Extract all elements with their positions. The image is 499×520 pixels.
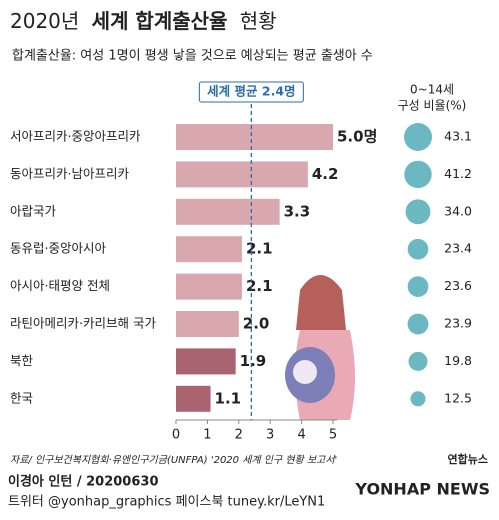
share-bubble (407, 238, 429, 260)
bar (176, 348, 236, 375)
chart-title: 2020년 세계 합계출산율 현황 (10, 9, 277, 33)
share-header: 0~14세 (410, 83, 454, 97)
illustration (285, 275, 355, 420)
share-label: 43.1 (444, 129, 472, 144)
category-label: 동유럽·중앙아시아 (10, 241, 106, 256)
category-label: 북한 (10, 353, 34, 368)
share-label: 19.8 (444, 353, 472, 368)
logo: 연합뉴스 (448, 452, 488, 466)
subtitle: 합계출산율: 여성 1명이 평생 낳을 것으로 예상되는 평균 출생아 수 (12, 49, 373, 64)
average-label: 세계 평균 2.4명 (207, 84, 295, 99)
bar-value-label: 1.9 (240, 352, 267, 370)
bar (176, 198, 280, 225)
category-label: 동아프리카·남아프리카 (10, 166, 129, 181)
share-header: 구성 비율(%) (398, 99, 467, 113)
share-bubble (404, 160, 432, 189)
share-bubble (408, 351, 428, 371)
category-label: 아랍국가 (10, 203, 57, 218)
category-label: 라틴아메리카·카리브해 국가 (10, 316, 156, 331)
category-label: 한국 (10, 390, 33, 405)
share-bubble (404, 123, 432, 151)
bar (176, 311, 239, 337)
share-label: 12.5 (444, 390, 472, 405)
x-tick-label: 1 (203, 428, 211, 443)
share-label: 23.6 (444, 278, 472, 293)
bar (176, 161, 308, 188)
watermark: YONHAP NEWS (354, 480, 490, 499)
title-part: 2020년 (10, 9, 79, 33)
category-label: 아시아·태평양 전체 (10, 278, 110, 293)
share-bubble (407, 313, 429, 335)
bar-value-label: 2.0 (243, 315, 270, 333)
bar-value-label: 3.3 (284, 202, 311, 220)
bar-value-label: 1.1 (215, 389, 242, 407)
source: 자료/ 인구보건복지협회·유엔인구기금(UNFPA) '2020 세계 인구 현… (10, 454, 337, 466)
share-bubble (407, 276, 429, 297)
credit: 이경아 인턴 / 20200630 (8, 474, 159, 490)
bar (176, 236, 242, 263)
bar (176, 273, 242, 300)
bar-value-label: 5.0명 (337, 128, 377, 146)
social: 트위터 @yonhap_graphics 페이스북 tuney.kr/LeYN1 (8, 495, 325, 510)
bar-value-label: 4.2 (312, 165, 339, 183)
bar-value-label: 2.1 (246, 277, 273, 295)
bar-value-label: 2.1 (246, 240, 273, 258)
title-part: 현황 (240, 9, 277, 33)
share-bubble (405, 199, 431, 225)
share-bubble (410, 391, 426, 407)
bar (176, 124, 333, 150)
title-part: 세계 합계출산율 (92, 9, 228, 33)
share-label: 23.9 (444, 316, 472, 331)
x-tick-label: 4 (297, 428, 305, 443)
x-tick-label: 2 (235, 428, 243, 443)
x-tick-label: 5 (329, 428, 337, 443)
average-box (198, 81, 304, 103)
share-label: 23.4 (444, 241, 472, 256)
category-label: 서아프리카·중앙아프리카 (10, 129, 141, 144)
share-label: 34.0 (444, 203, 472, 218)
x-tick-label: 3 (266, 428, 274, 443)
x-tick-label: 0 (172, 428, 180, 443)
bar (176, 385, 211, 412)
share-label: 41.2 (444, 166, 472, 181)
